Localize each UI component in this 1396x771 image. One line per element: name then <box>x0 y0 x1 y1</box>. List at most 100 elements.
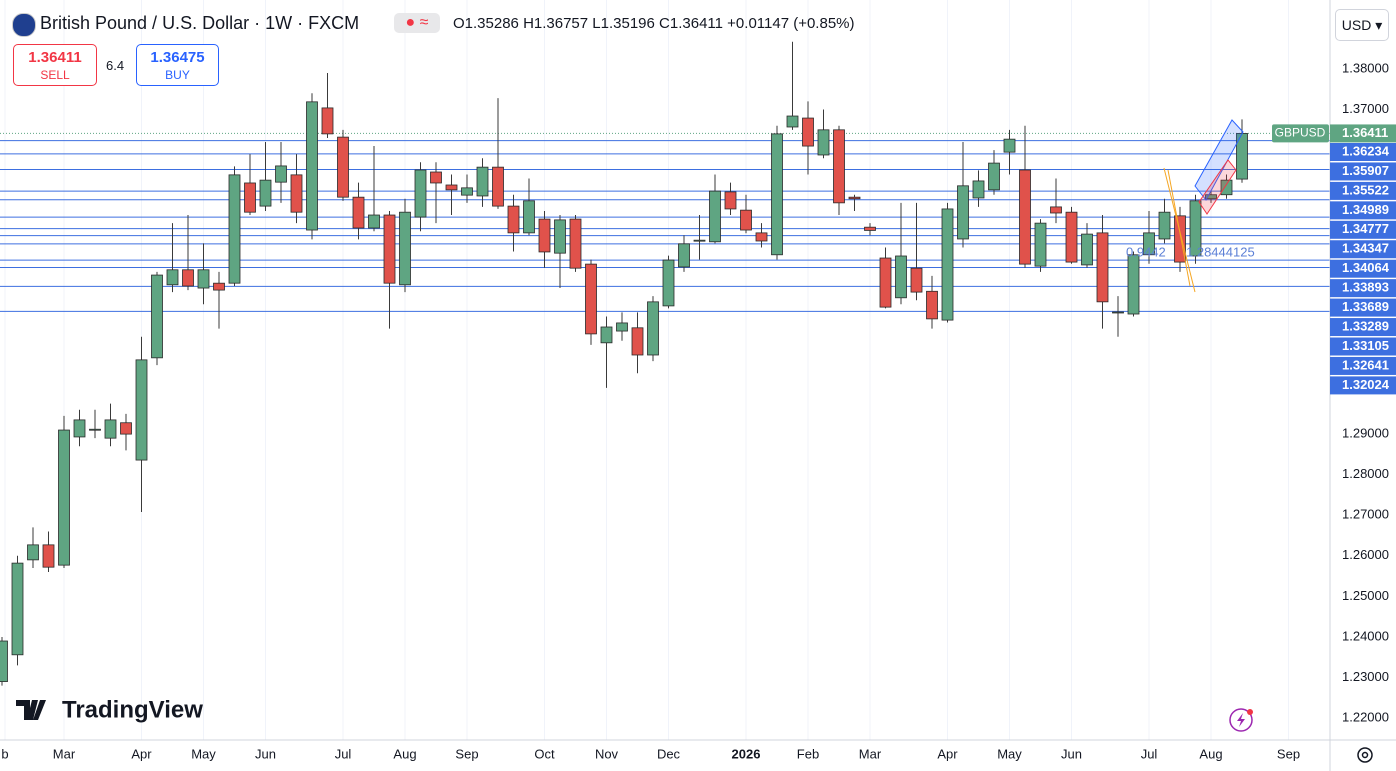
x-tick-label: Aug <box>1199 746 1222 761</box>
y-tick-label: 1.26000 <box>1342 547 1389 562</box>
level-label-box <box>1330 279 1396 298</box>
level-label: 1.34989 <box>1342 202 1389 217</box>
candle-body <box>926 290 938 320</box>
x-tick-label: Feb <box>797 746 819 761</box>
candle-body <box>972 180 985 199</box>
level-label-box <box>1330 143 1396 161</box>
candle-body <box>941 208 954 321</box>
candle-body <box>740 209 752 231</box>
level-label-box <box>1330 298 1396 317</box>
logo-icon <box>16 700 46 720</box>
annotation: 0.9442 <box>1126 244 1166 259</box>
level-label-box <box>1330 220 1396 239</box>
x-tick-label: Aug <box>393 746 416 761</box>
y-tick-label: 1.24000 <box>1342 628 1389 643</box>
grid <box>4 0 1289 740</box>
symbol-title[interactable]: British Pound / U.S. Dollar · 1W · FXCM <box>40 13 360 33</box>
status-badge: ● ≈ <box>394 13 440 33</box>
x-tick-label: Jul <box>1141 746 1158 761</box>
candle-body <box>957 185 969 240</box>
y-tick-label: 1.25000 <box>1342 588 1389 603</box>
candle-body <box>275 165 287 183</box>
candle-body <box>11 562 24 656</box>
x-tick-label: Sep <box>1277 746 1300 761</box>
candle-body <box>352 196 365 229</box>
candle-body <box>1189 200 1202 257</box>
candle-body <box>476 166 489 197</box>
candle-body <box>771 133 783 256</box>
candle-body <box>662 259 675 307</box>
candle-body <box>585 263 597 335</box>
candles <box>0 41 1248 686</box>
x-tick-label: Dec <box>657 746 681 761</box>
candle-body <box>507 205 520 234</box>
candle-body <box>1050 206 1062 214</box>
candle-body <box>430 171 442 184</box>
candle-body <box>151 274 163 359</box>
level-label: 1.33105 <box>1342 338 1389 353</box>
x-tick-label: Oct <box>534 746 555 761</box>
candle-body <box>538 218 551 253</box>
candle-body <box>244 182 256 213</box>
y-tick-label: 1.29000 <box>1342 426 1389 441</box>
spread: 6.4 <box>106 58 125 73</box>
sell-price: 1.36411 <box>28 49 82 66</box>
candle-body <box>42 544 55 568</box>
currency: USD <box>1341 17 1372 33</box>
candle-body <box>864 226 876 231</box>
level-label-box <box>1330 201 1396 220</box>
candle-body <box>89 428 101 431</box>
candle-body <box>1205 194 1217 200</box>
level-label: 1.36234 <box>1342 143 1390 158</box>
candle-body <box>554 219 566 254</box>
open: O1.35286 <box>453 15 519 32</box>
candle-body <box>1112 311 1124 314</box>
candle-body <box>693 239 706 242</box>
alert-icon[interactable] <box>1229 708 1253 732</box>
candle-body <box>817 129 830 156</box>
settings-icon-center <box>1361 751 1369 759</box>
candle-body <box>73 419 86 438</box>
buy-label: BUY <box>165 68 190 82</box>
candle-body <box>213 282 225 291</box>
currency-select[interactable]: USD ▾ <box>1335 9 1389 41</box>
annotation: 1.28444125 <box>1186 244 1255 259</box>
last-price-label: 1.36411 <box>1342 125 1388 140</box>
candle-body <box>321 107 334 135</box>
x-tick-label: Nov <box>595 746 619 761</box>
buy-price: 1.36475 <box>150 49 205 66</box>
x-tick-label: Apr <box>131 746 152 761</box>
logo: TradingView <box>16 696 203 723</box>
level-label: 1.34777 <box>1342 221 1389 236</box>
x-tick-label: Jun <box>1061 746 1082 761</box>
level-label: 1.35522 <box>1342 182 1389 197</box>
candle-body <box>399 211 411 286</box>
change: +0.01147 (+0.85%) <box>727 15 855 32</box>
sell-button[interactable]: 1.36411 SELL <box>13 44 97 86</box>
level-label-box <box>1330 240 1396 259</box>
candle-body <box>306 101 318 231</box>
close: C1.36411 <box>659 15 723 32</box>
candle-body <box>755 232 768 242</box>
candle-body <box>1143 232 1155 256</box>
candle-body <box>259 179 272 207</box>
logo-text: TradingView <box>62 696 203 723</box>
candle-body <box>631 327 644 356</box>
y-tick-label: 1.28000 <box>1342 466 1389 481</box>
candle-body <box>197 269 210 289</box>
last-price-box <box>1330 124 1396 143</box>
candle-body <box>445 184 458 191</box>
level-label: 1.33289 <box>1342 318 1389 333</box>
x-tick-label: 2026 <box>732 746 761 761</box>
level-label: 1.34064 <box>1342 260 1390 275</box>
candle-body <box>166 269 179 286</box>
alert-dot <box>1247 709 1253 715</box>
y-tick-label: 1.37000 <box>1342 101 1389 116</box>
level-label: 1.35907 <box>1342 163 1389 178</box>
buy-button[interactable]: 1.36475 BUY <box>136 44 219 86</box>
settings-icon[interactable] <box>1357 747 1373 763</box>
